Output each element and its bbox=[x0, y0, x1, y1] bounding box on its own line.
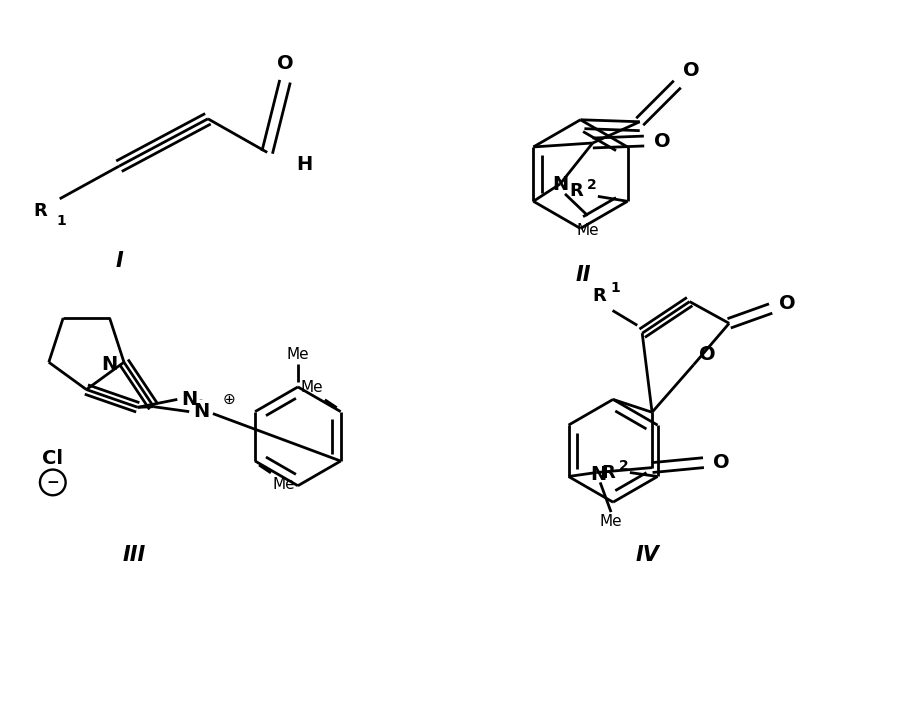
Text: R: R bbox=[33, 201, 47, 220]
Text: Me: Me bbox=[575, 223, 598, 238]
Text: O: O bbox=[653, 131, 669, 150]
Text: II: II bbox=[575, 265, 591, 285]
Text: N: N bbox=[193, 402, 209, 421]
Text: 1: 1 bbox=[57, 213, 67, 227]
Text: Me: Me bbox=[300, 380, 323, 395]
Text: I: I bbox=[115, 251, 123, 271]
Text: 2: 2 bbox=[619, 458, 628, 472]
Text: O: O bbox=[713, 453, 729, 472]
Text: −: − bbox=[46, 475, 60, 490]
Text: O: O bbox=[778, 294, 795, 313]
Text: IV: IV bbox=[635, 545, 658, 564]
Text: N: N bbox=[551, 175, 567, 194]
Text: H: H bbox=[297, 154, 312, 173]
Text: N: N bbox=[589, 465, 605, 484]
Text: ⊕: ⊕ bbox=[222, 392, 235, 407]
Text: R: R bbox=[601, 463, 614, 482]
Text: Cl: Cl bbox=[42, 449, 63, 468]
Text: O: O bbox=[698, 345, 715, 364]
Text: R: R bbox=[593, 286, 606, 305]
Text: 2: 2 bbox=[586, 178, 596, 192]
Text: 1: 1 bbox=[610, 281, 620, 295]
Text: O: O bbox=[276, 54, 293, 73]
Text: Me: Me bbox=[286, 347, 308, 362]
Text: N: N bbox=[101, 355, 117, 373]
Text: O: O bbox=[682, 61, 699, 80]
Text: R: R bbox=[568, 183, 583, 200]
Text: N: N bbox=[180, 390, 197, 409]
Text: III: III bbox=[122, 545, 145, 564]
Text: Me: Me bbox=[272, 477, 295, 492]
Text: Me: Me bbox=[599, 515, 621, 529]
